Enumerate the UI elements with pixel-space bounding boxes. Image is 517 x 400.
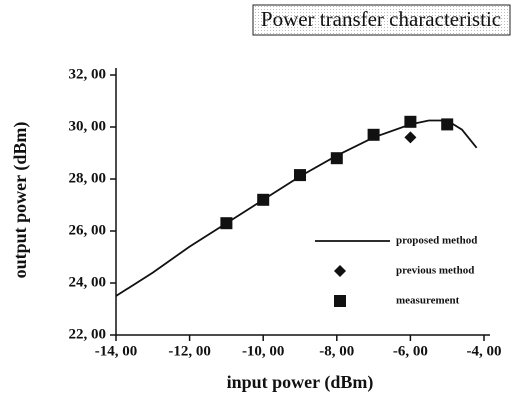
x-tick-label: -8, 00: [319, 343, 354, 359]
y-tick-label: 24, 00: [69, 274, 107, 290]
x-tick-label: -6, 00: [393, 343, 428, 359]
y-tick-label: 22, 00: [69, 326, 107, 342]
legend-label: previous method: [396, 265, 474, 277]
x-tick-label: -12, 00: [168, 343, 211, 359]
point: [441, 118, 454, 131]
legend-swatch: [334, 265, 346, 277]
legend-label: proposed method: [396, 235, 477, 247]
y-tick-label: 28, 00: [69, 170, 107, 186]
x-tick-label: -10, 00: [242, 343, 285, 359]
legend-label: measurement: [396, 295, 460, 307]
x-tick-label: -14, 00: [95, 343, 138, 359]
chart-title: Power transfer characteristic: [261, 7, 501, 31]
y-axis-title: output power (dBm): [10, 122, 31, 279]
point: [330, 152, 343, 165]
x-tick-label: -4, 00: [467, 343, 502, 359]
y-tick-label: 26, 00: [69, 222, 107, 238]
point: [367, 128, 380, 141]
point: [404, 115, 417, 128]
x-axis-title: input power (dBm): [227, 372, 374, 393]
point: [294, 169, 306, 182]
y-tick-label: 30, 00: [69, 118, 107, 134]
title-box: [252, 4, 511, 36]
point: [220, 217, 233, 230]
legend-swatch: [334, 295, 346, 307]
y-tick-label: 32, 00: [69, 66, 107, 82]
point: [257, 193, 270, 206]
point: [404, 131, 417, 144]
